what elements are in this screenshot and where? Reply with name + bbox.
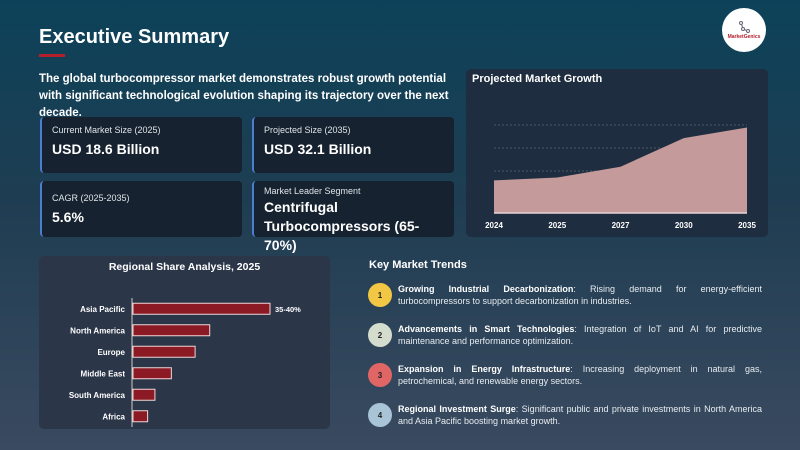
trend-item: 3 Expansion in Energy Infrastructure: Inc… [368, 363, 762, 387]
trend-text: Growing Industrial Decarbonization: Risi… [398, 283, 762, 307]
card-label: Current Market Size (2025) [52, 125, 161, 135]
growth-chart-panel: Projected Market Growth 2024 2025 2027 2030… [466, 69, 768, 237]
trend-description: : Increasing deployment in natural gas, … [398, 364, 762, 386]
x-tick-label: 2027 [612, 221, 630, 230]
y-tick-label: North America [70, 326, 125, 335]
card-cagr: CAGR (2025-2035) 5.6% [40, 181, 242, 237]
area-series [494, 127, 747, 213]
bar-chart: Asia Pacific 35-40% North America Europe Mid… [69, 298, 301, 427]
y-tick-label: Africa [102, 412, 125, 421]
trend-number-badge: 2 [368, 323, 392, 347]
bar [132, 345, 196, 358]
trend-number: 1 [377, 290, 383, 300]
trend-number-badge: 1 [368, 283, 392, 307]
card-label: Projected Size (2035) [264, 125, 351, 135]
trend-text: Expansion in Energy Infrastructure: Incr… [398, 363, 762, 387]
chart-title: Regional Share Analysis, 2025 [108, 261, 261, 273]
intro-text: The global turbocompressor market demons… [39, 73, 449, 119]
trend-number-badge: 3 [368, 363, 392, 387]
card-value: Centrifugal Turbocompressors (65-70%) [264, 199, 420, 253]
card-value: USD 32.1 Billion [264, 141, 372, 157]
card-projected-size: Projected Size (2035) USD 32.1 Billion [252, 117, 454, 173]
trend-number: 3 [377, 370, 383, 380]
trend-text: Advancements in Smart Technologies: Inte… [398, 323, 762, 347]
logo-text: MarketGenics [727, 34, 761, 40]
page-title: Executive Summary [39, 26, 230, 48]
trend-item: 4 Regional Investment Surge: Significant … [368, 403, 762, 427]
chart-title: Projected Market Growth [472, 73, 603, 85]
x-tick-label: 2030 [675, 221, 693, 230]
card-leader-segment: Market Leader Segment Centrifugal Turboc… [252, 181, 454, 253]
company-logo: MarketGenics [722, 8, 766, 52]
trends-title: Key Market Trends [369, 259, 467, 271]
trend-description: : Rising demand for energy-efficient tur… [398, 284, 762, 306]
molecule-icon [739, 21, 750, 33]
bar [132, 410, 149, 423]
y-tick-label: Middle East [81, 369, 126, 378]
bar [132, 388, 156, 401]
trend-heading: Advancements in Smart Technologies [398, 324, 575, 334]
trend-heading: Growing Industrial Decarbonization [398, 284, 574, 294]
trend-number-badge: 4 [368, 403, 392, 427]
card-label: CAGR (2025-2035) [52, 193, 130, 203]
trend-text: Regional Investment Surge: Significant p… [398, 403, 762, 427]
trend-number: 2 [377, 330, 383, 340]
trend-number: 4 [377, 410, 383, 420]
card-value: USD 18.6 Billion [52, 141, 160, 157]
area-chart: 2024 2025 2027 2030 2035 [485, 124, 756, 230]
card-value: 5.6% [52, 209, 84, 225]
bar [132, 302, 271, 315]
y-tick-label: Europe [97, 348, 125, 357]
bar [132, 367, 172, 380]
regional-chart-panel: Regional Share Analysis, 2025 Asia Pacif… [39, 256, 330, 429]
title-underline [39, 54, 65, 57]
x-tick-label: 2025 [548, 221, 566, 230]
trend-description: : Integration of IoT and AI for predicti… [398, 324, 762, 346]
trend-item: 2 Advancements in Smart Technologies: Int… [368, 323, 762, 347]
data-label: 35-40% [275, 305, 301, 314]
trend-item: 1 Growing Industrial Decarbonization: Ris… [368, 283, 762, 307]
y-tick-label: Asia Pacific [80, 305, 125, 314]
x-tick-label: 2024 [485, 221, 503, 230]
card-current-size: Current Market Size (2025) USD 18.6 Bill… [40, 117, 242, 173]
y-tick-label: South America [69, 391, 126, 400]
trend-heading: Expansion in Energy Infrastructure [398, 364, 571, 374]
bar [132, 324, 211, 337]
x-tick-label: 2035 [738, 221, 756, 230]
trend-description: : Significant public and private investm… [398, 404, 762, 426]
trend-heading: Regional Investment Surge [398, 404, 516, 414]
card-label: Market Leader Segment [264, 186, 361, 196]
